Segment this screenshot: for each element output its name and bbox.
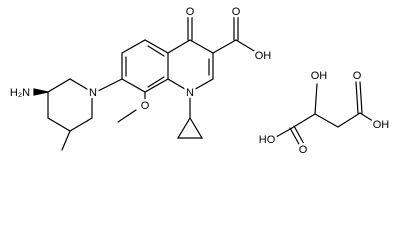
atom-label: N — [186, 87, 194, 99]
atom-label: O — [141, 100, 150, 112]
atom-label: H₂N — [10, 87, 30, 99]
atom-label: N — [89, 87, 97, 99]
atom-label: OH — [373, 119, 390, 131]
atom-label: OH — [311, 70, 328, 82]
atom-label: O — [186, 6, 195, 18]
bonds — [33, 15, 377, 151]
atom-label: O — [353, 70, 362, 82]
atom-label: O — [299, 144, 308, 156]
atom-label: O — [232, 6, 241, 18]
atom-label: HO — [259, 134, 276, 146]
structure-diagram: O O OH N O N H₂N HO O OH O OH — [9, 5, 390, 156]
atom-label: OH — [255, 50, 272, 62]
